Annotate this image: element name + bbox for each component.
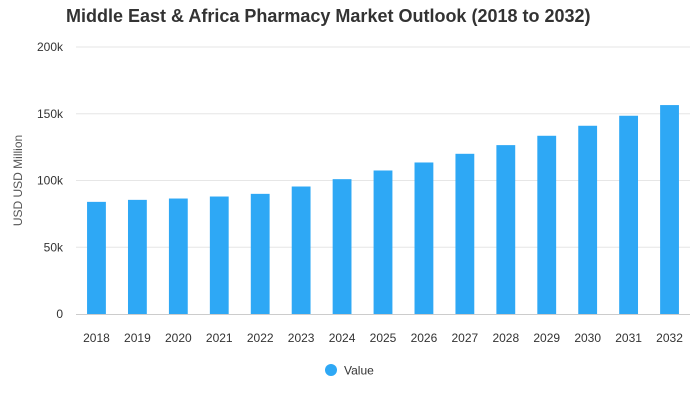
bar-2018[interactable] [87, 201, 106, 314]
bar-2024[interactable] [332, 179, 352, 314]
x-tick-label: 2026 [411, 331, 438, 345]
x-tick-label: 2019 [124, 331, 151, 345]
x-tick-label: 2020 [165, 331, 192, 345]
legend[interactable]: Value [325, 364, 374, 378]
x-tick-label: 2027 [452, 331, 479, 345]
bar-2031[interactable] [619, 115, 639, 314]
x-tick-label: 2018 [83, 331, 110, 345]
y-axis-ticks: 0 50k 100k 150k 200k [37, 40, 64, 321]
x-tick-label: 2021 [206, 331, 233, 345]
x-tick-label: 2029 [533, 331, 560, 345]
bar-2030[interactable] [578, 125, 598, 314]
x-tick-label: 2024 [329, 331, 356, 345]
bar-2022[interactable] [250, 193, 270, 314]
bar-2027[interactable] [455, 153, 475, 314]
chart-title: Middle East & Africa Pharmacy Market Out… [66, 6, 591, 26]
x-tick-label: 2025 [370, 331, 397, 345]
x-tick-label: 2031 [615, 331, 642, 345]
x-tick-label: 2023 [288, 331, 315, 345]
bar-2028[interactable] [496, 145, 516, 314]
x-tick-label: 2032 [656, 331, 683, 345]
x-tick-label: 2030 [574, 331, 601, 345]
y-tick-label: 50k [44, 240, 64, 254]
bar-2019[interactable] [127, 199, 147, 314]
bar-2021[interactable] [209, 196, 229, 314]
legend-marker-value [325, 364, 337, 376]
legend-label-value: Value [344, 364, 374, 378]
bar-2020[interactable] [168, 198, 188, 314]
y-tick-label: 150k [37, 107, 64, 121]
y-tick-label: 100k [37, 174, 64, 188]
x-tick-label: 2022 [247, 331, 274, 345]
bar-2032[interactable] [660, 105, 679, 314]
bar-2026[interactable] [414, 162, 434, 314]
bar-2025[interactable] [373, 170, 393, 314]
y-tick-label: 0 [56, 307, 63, 321]
bars [87, 105, 679, 314]
x-tick-label: 2028 [492, 331, 519, 345]
y-axis-title: USD USD Million [11, 135, 25, 226]
bar-2023[interactable] [291, 186, 311, 314]
bar-2029[interactable] [537, 135, 557, 314]
x-axis-ticks: 2018 2019 2020 2021 2022 2023 2024 2025 2026 2027… [83, 331, 683, 345]
y-tick-label: 200k [37, 40, 64, 54]
